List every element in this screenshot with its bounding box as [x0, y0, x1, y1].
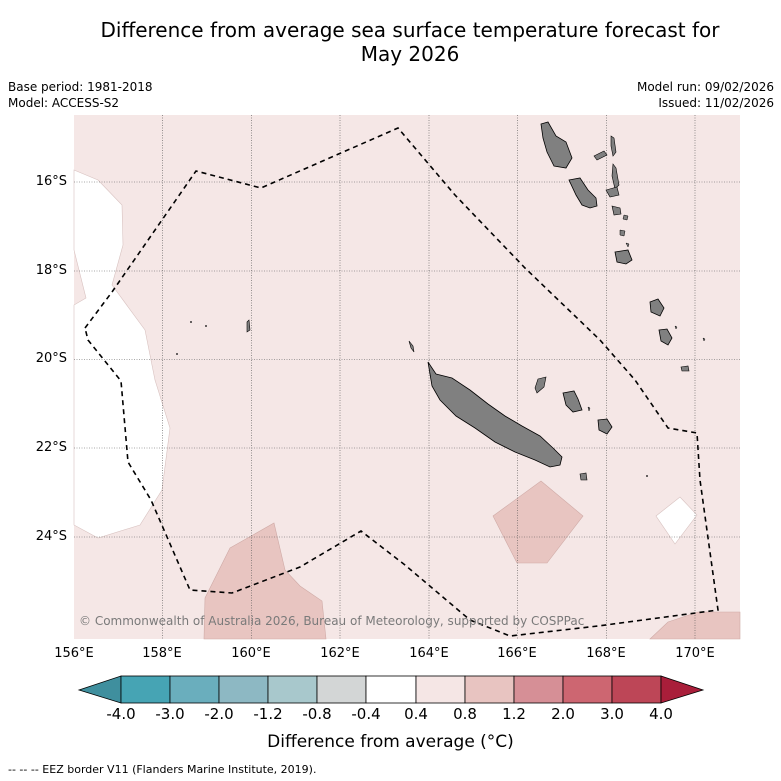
- lon-label-168e: 168°E: [586, 646, 626, 661]
- colorbar-title: Difference from average (°C): [267, 732, 514, 752]
- gridlines: [74, 115, 740, 639]
- lon-label-158e: 158°E: [142, 646, 182, 661]
- lon-label-156e: 156°E: [54, 646, 94, 661]
- lon-label-170e: 170°E: [675, 646, 715, 661]
- land-belep: [408, 340, 415, 353]
- land-reef-4: [646, 475, 648, 477]
- copyright-notice: © Commonwealth of Australia 2026, Bureau…: [79, 614, 585, 628]
- land-efate: [614, 249, 633, 265]
- land-isle-of-pines: [579, 472, 588, 481]
- colorbar-bin-7: [415, 675, 466, 704]
- land-chesterfield: [246, 319, 251, 333]
- land-espiritu-santo: [540, 121, 573, 169]
- land-malakula: [568, 177, 598, 209]
- lon-label-164e: 164°E: [409, 646, 449, 661]
- land-aneityum: [680, 365, 690, 372]
- land-reef-1: [190, 321, 192, 323]
- colorbar-bin-4: [267, 675, 318, 704]
- land-mare: [597, 418, 613, 435]
- anomaly-field-warm-central: [492, 480, 584, 564]
- land-epi: [611, 205, 622, 216]
- colorbar: [77, 675, 705, 704]
- eez-border: [84, 127, 719, 637]
- colorbar-bin-1: [120, 675, 171, 704]
- colorbar-tick: 0.4: [404, 705, 428, 723]
- colorbar-tick: -0.4: [351, 705, 381, 723]
- land-emae: [625, 242, 630, 248]
- metadata-right: Model run: 09/02/2026 Issued: 11/02/2026: [637, 79, 774, 111]
- colorbar-bin-8: [464, 675, 515, 704]
- lon-label-160e: 160°E: [231, 646, 271, 661]
- title-line-2: May 2026: [360, 42, 460, 66]
- colorbar-bin-10: [562, 675, 613, 704]
- land-futuna: [702, 337, 706, 342]
- colorbar-tick: 1.2: [502, 705, 526, 723]
- lat-label-16s: 16°S: [35, 174, 67, 189]
- issued-date: Issued: 11/02/2026: [658, 96, 774, 110]
- lat-label-24s: 24°S: [35, 529, 67, 544]
- land-new-caledonia: [427, 361, 563, 468]
- colorbar-tick: 0.8: [453, 705, 477, 723]
- colorbar-bin-3: [218, 675, 269, 704]
- model-run: Model run: 09/02/2026: [636, 80, 774, 94]
- colorbar-extend-high: [660, 675, 705, 704]
- colorbar-bin-9: [513, 675, 564, 704]
- land-erromango: [649, 298, 665, 317]
- colorbar-tick: 4.0: [649, 705, 673, 723]
- lat-label-20s: 20°S: [35, 351, 67, 366]
- land-tanna: [658, 328, 673, 346]
- colorbar-tick: -2.0: [204, 705, 234, 723]
- colorbar-tick: 2.0: [551, 705, 575, 723]
- colorbar-extend-low: [77, 675, 122, 704]
- colorbar-tick: -1.2: [253, 705, 283, 723]
- colorbar-tick: -3.0: [155, 705, 185, 723]
- land-ambae: [593, 150, 608, 161]
- lat-label-18s: 18°S: [35, 263, 67, 278]
- eez-legend: -- -- -- EEZ border V11 (Flanders Marine…: [8, 763, 317, 776]
- land-tongoa: [619, 229, 626, 237]
- model-name: Model: ACCESS-S2: [8, 96, 120, 110]
- lon-label-162e: 162°E: [320, 646, 360, 661]
- land-maewo: [610, 135, 617, 157]
- land-ambrym: [605, 186, 620, 198]
- base-period: Base period: 1981-2018: [8, 80, 153, 94]
- colorbar-bin-11: [611, 675, 662, 704]
- anomaly-field-neutral-east: [655, 496, 698, 545]
- colorbar-tick: -4.0: [106, 705, 136, 723]
- colorbar-bin-5: [316, 675, 367, 704]
- land-reef-2: [205, 325, 207, 327]
- land-aniwa: [674, 325, 678, 330]
- chart-title: Difference from average sea surface temp…: [60, 18, 760, 66]
- land-ouvea: [534, 376, 547, 394]
- colorbar-bin-2: [169, 675, 220, 704]
- colorbar-tick: -0.8: [302, 705, 332, 723]
- land-shepherd: [622, 214, 629, 221]
- anomaly-field-neutral-west: [73, 169, 171, 539]
- anomaly-field-warm-light: [74, 115, 740, 639]
- title-line-1: Difference from average sea surface temp…: [100, 18, 720, 42]
- land-lifou: [562, 390, 583, 413]
- colorbar-bin-6: [365, 675, 417, 704]
- colorbar-tick: 3.0: [600, 705, 624, 723]
- lat-label-22s: 22°S: [35, 440, 67, 455]
- land-tiga: [587, 406, 591, 412]
- land-reef-3: [176, 353, 178, 355]
- metadata-left: Base period: 1981-2018 Model: ACCESS-S2: [8, 79, 153, 111]
- lon-label-166e: 166°E: [497, 646, 537, 661]
